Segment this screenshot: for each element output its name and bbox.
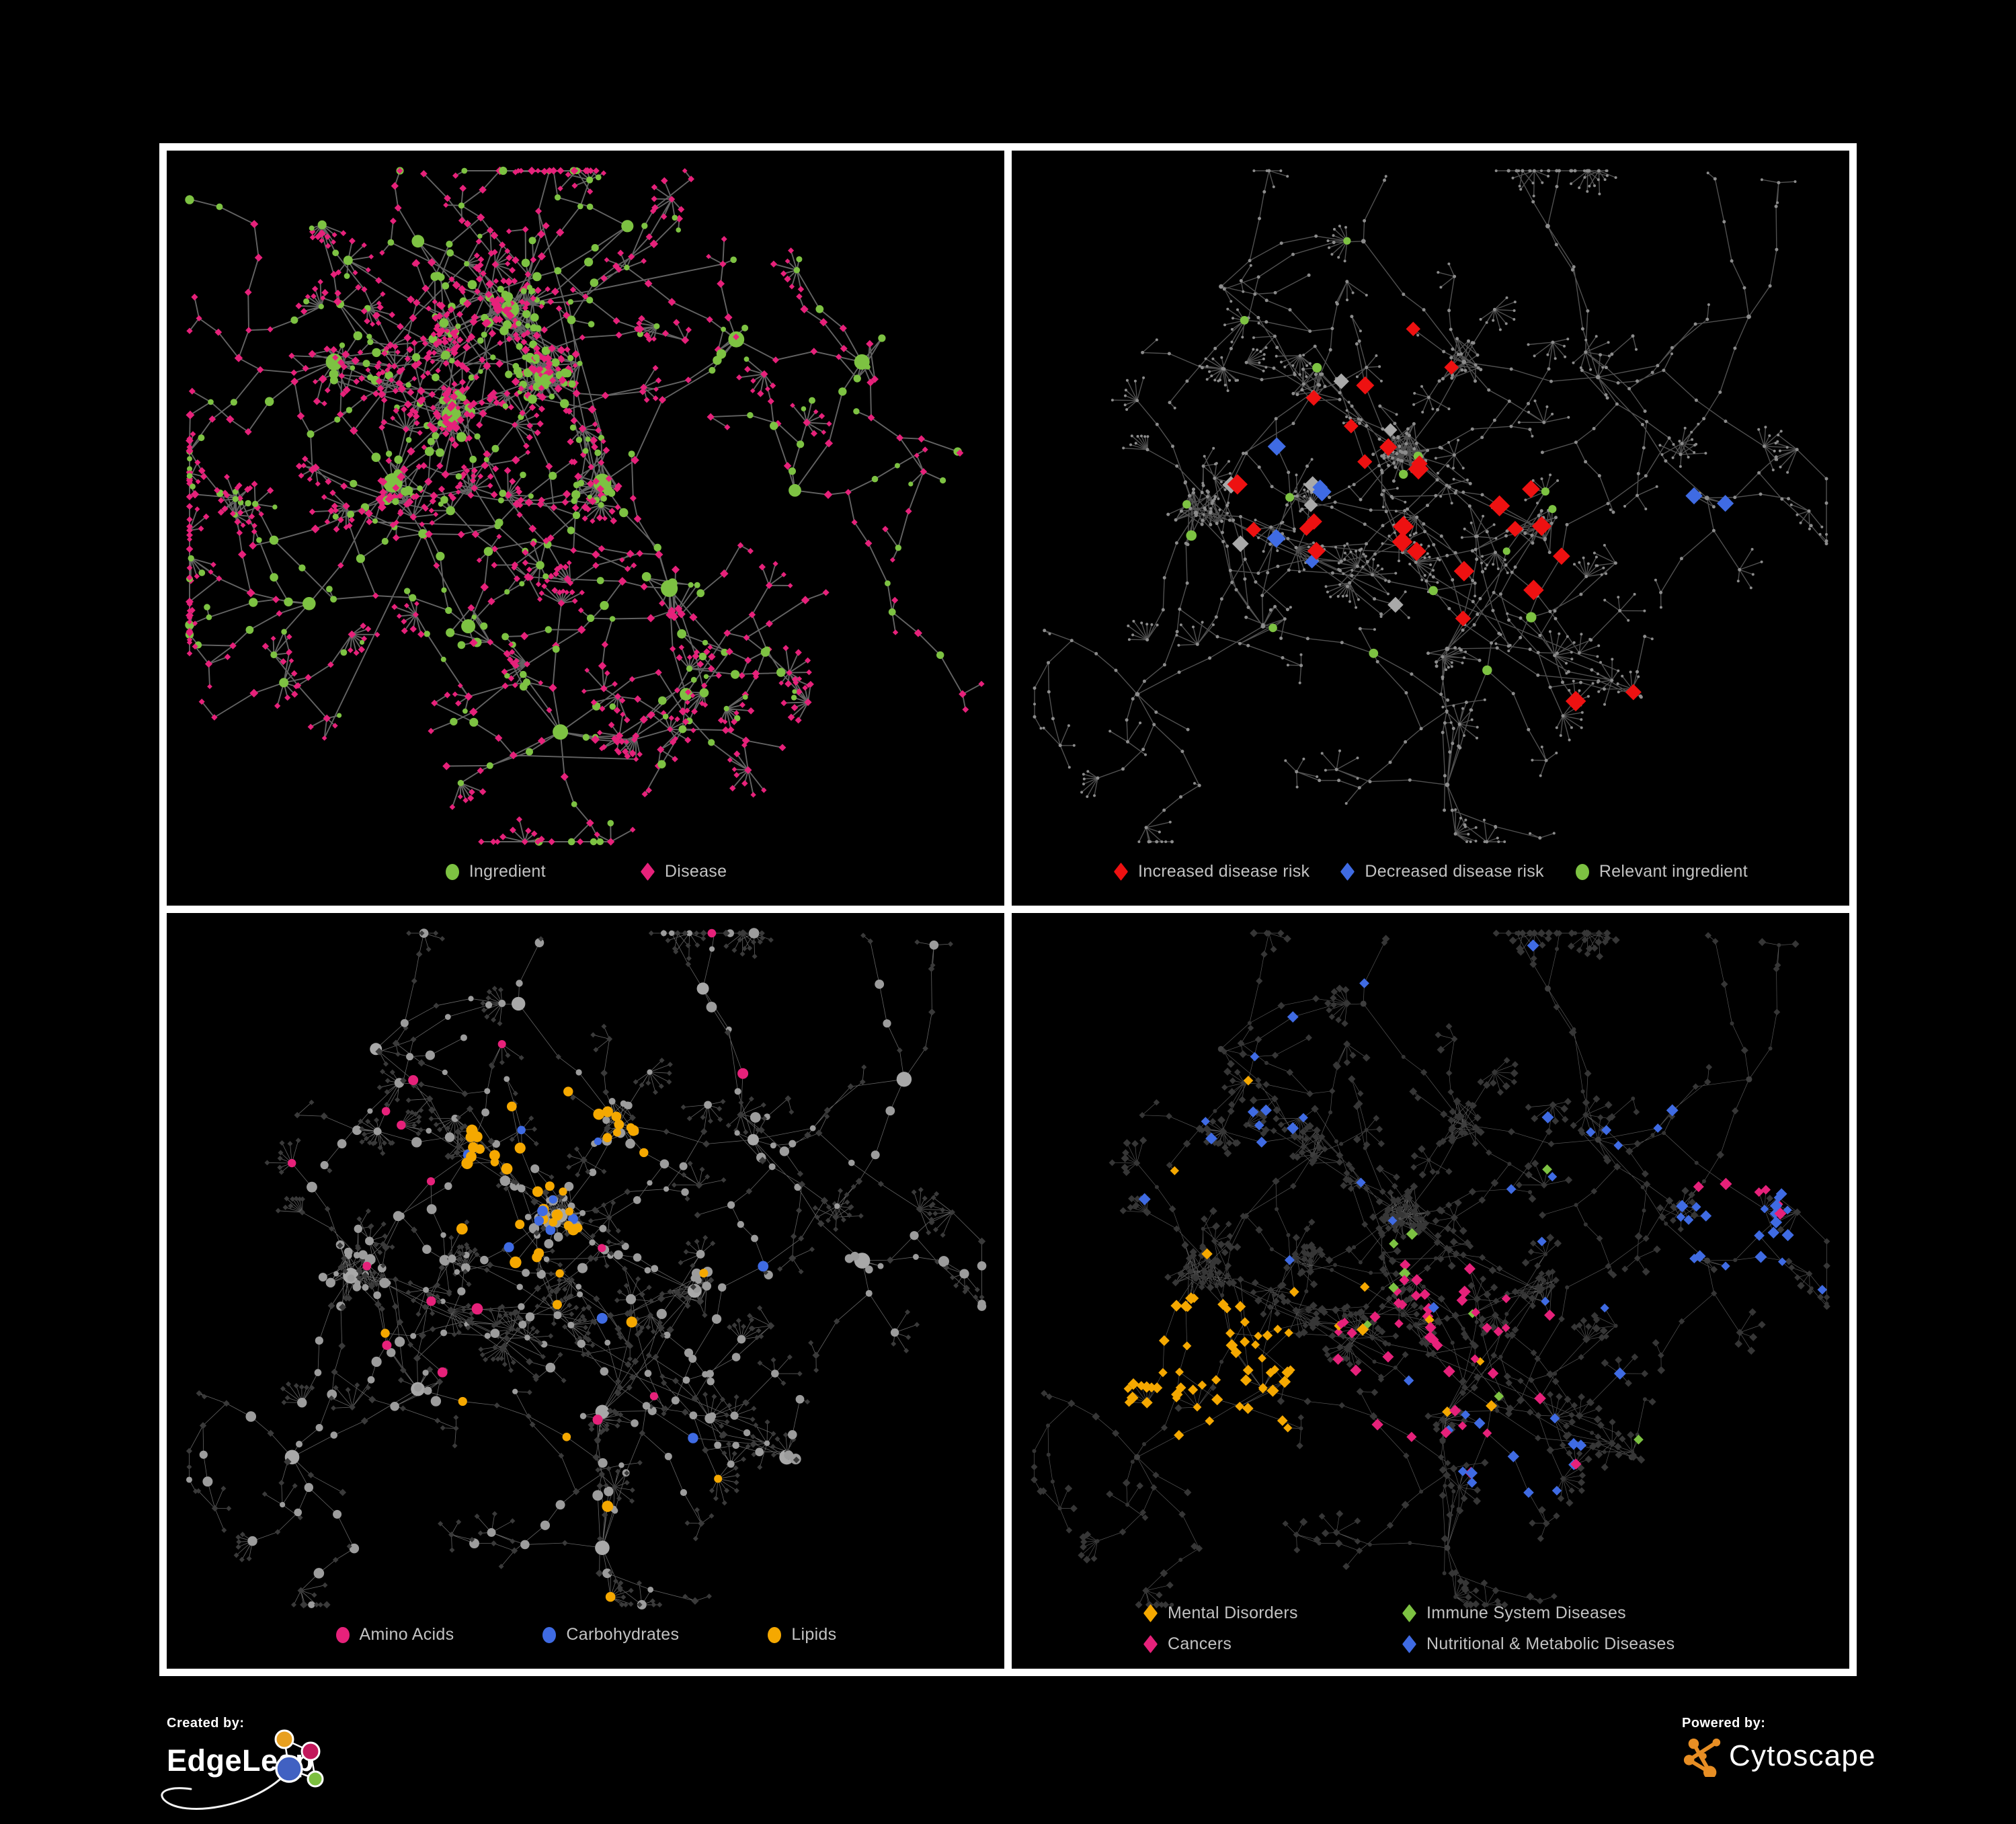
panel-grid-frame: Ingredient Disease Increased disease risk… xyxy=(159,143,1857,1676)
legend-item-mental-disorders: Mental Disorders xyxy=(1143,1603,1402,1623)
legend-diamond-symbol xyxy=(1143,1604,1159,1623)
legend-circle-symbol xyxy=(766,1626,782,1644)
legend-item-nutritional-metabolic-diseases: Nutritional & Metabolic Diseases xyxy=(1402,1634,1675,1654)
created-by-label: Created by: xyxy=(167,1716,245,1731)
legend-item-cancers: Cancers xyxy=(1143,1634,1402,1654)
legend-diamond-symbol xyxy=(640,863,656,881)
panel-disease-risk-network: Increased disease risk Decreased disease … xyxy=(1012,151,1849,906)
panel-ingredient-disease-network: Ingredient Disease xyxy=(167,151,1004,906)
network-svg xyxy=(185,166,985,846)
legend-item-carbohydrates: Carbohydrates xyxy=(541,1625,679,1644)
legend-ingredient-disease: Ingredient Disease xyxy=(167,862,1004,881)
legend-item-immune-system-diseases: Immune System Diseases xyxy=(1402,1603,1675,1623)
legend-item-increased-disease-risk: Increased disease risk xyxy=(1113,862,1309,881)
legend-diamond-symbol xyxy=(1143,1635,1159,1654)
network-svg xyxy=(186,928,987,1610)
edgeleap-swoosh-line xyxy=(161,1769,290,1810)
legend-circle-symbol xyxy=(335,1626,351,1644)
legend-diamond-symbol xyxy=(1340,863,1356,881)
legend-label: Relevant ingredient xyxy=(1599,862,1748,881)
network-graph xyxy=(1012,151,1849,906)
panel-macronutrients-network: Amino Acids Carbohydrates Lipids xyxy=(167,913,1004,1669)
panel-disease-classes-network: Mental Disorders Immune System Diseases Ca… xyxy=(1012,913,1849,1669)
legend-disease-classes: Mental Disorders Immune System Diseases Ca… xyxy=(1143,1603,1675,1654)
legend-diamond-symbol xyxy=(1113,863,1129,881)
network-graph xyxy=(167,913,1004,1669)
legend-label: Increased disease risk xyxy=(1138,862,1310,881)
legend-label: Amino Acids xyxy=(359,1625,454,1644)
created-by-block: Created by: EdgeLeap xyxy=(161,1716,516,1815)
legend-circle-symbol xyxy=(541,1626,557,1644)
legend-label: Carbohydrates xyxy=(566,1625,680,1644)
legend-label: Mental Disorders xyxy=(1168,1603,1298,1622)
cytoscape-logo-icon xyxy=(1683,1738,1721,1777)
powered-by-block: Powered by: Cytoscape xyxy=(1682,1716,1884,1777)
legend-label: Decreased disease risk xyxy=(1365,862,1544,881)
network-graph xyxy=(1012,913,1849,1669)
network-graph xyxy=(167,151,1004,906)
legend-disease-risk: Increased disease risk Decreased disease … xyxy=(1012,862,1849,881)
legend-circle-symbol xyxy=(444,863,460,881)
legend-label: Immune System Diseases xyxy=(1426,1603,1626,1622)
legend-label: Nutritional & Metabolic Diseases xyxy=(1426,1634,1675,1653)
edgeleap-logo-icon xyxy=(274,1729,324,1788)
legend-item-disease: Disease xyxy=(640,862,727,881)
legend-macronutrients: Amino Acids Carbohydrates Lipids xyxy=(167,1625,1004,1644)
legend-item-lipids: Lipids xyxy=(766,1625,836,1644)
legend-item-relevant-ingredient: Relevant ingredient xyxy=(1574,862,1748,881)
legend-item-amino-acids: Amino Acids xyxy=(335,1625,454,1644)
legend-item-decreased-disease-risk: Decreased disease risk xyxy=(1340,862,1543,881)
network-svg xyxy=(1031,929,1830,1609)
powered-by-label: Powered by: xyxy=(1682,1716,1766,1731)
legend-diamond-symbol xyxy=(1402,1635,1418,1654)
legend-label: Lipids xyxy=(791,1625,837,1644)
legend-item-ingredient: Ingredient xyxy=(444,862,546,881)
network-svg xyxy=(1033,169,1828,844)
legend-diamond-symbol xyxy=(1402,1604,1418,1623)
legend-label: Disease xyxy=(664,862,727,881)
legend-label: Cancers xyxy=(1168,1634,1232,1653)
legend-label: Ingredient xyxy=(469,862,546,881)
cytoscape-wordmark: Cytoscape xyxy=(1729,1739,1876,1772)
legend-circle-symbol xyxy=(1574,863,1590,881)
